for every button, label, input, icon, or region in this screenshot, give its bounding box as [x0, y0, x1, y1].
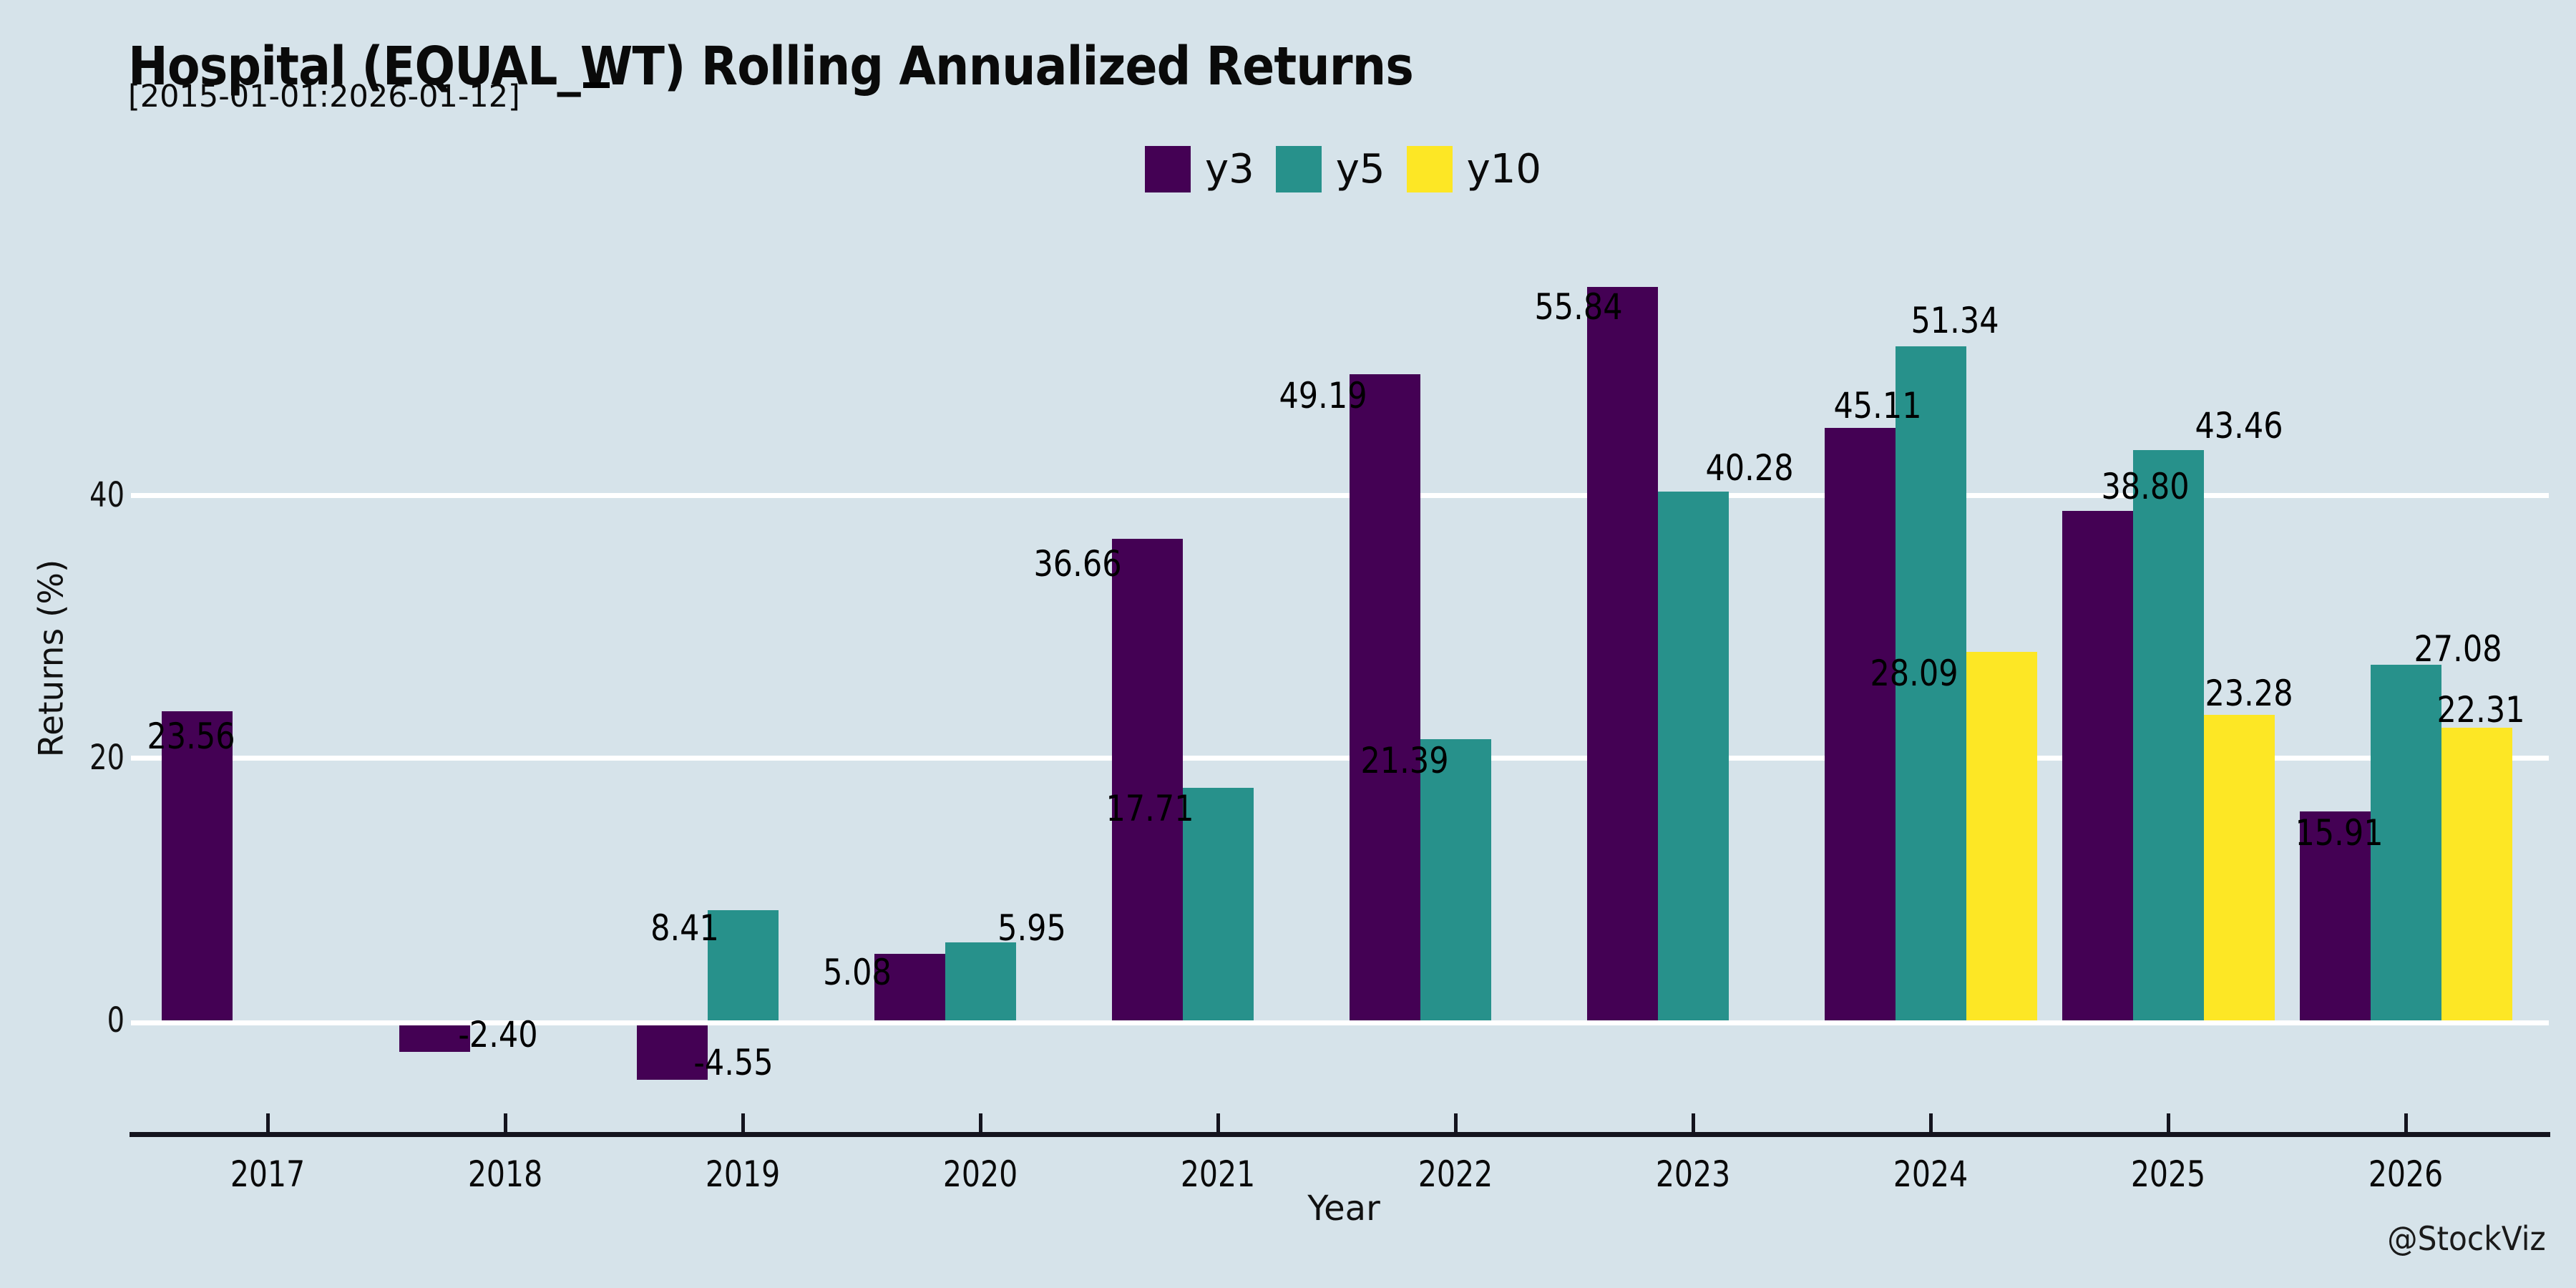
bar-value-label-2019-y3: -4.55: [693, 1042, 774, 1083]
legend-swatch-y10: [1406, 146, 1453, 192]
y-tick-label-0: 0: [107, 1000, 125, 1040]
bar-value-label-2020-y3: 5.08: [823, 952, 892, 993]
x-tick-label-2026: 2026: [2368, 1153, 2444, 1195]
bar-2017-y3: [161, 711, 233, 1020]
bar-value-label-2025-y5: 43.46: [2195, 405, 2283, 447]
bar-value-label-2024-y5: 51.34: [1911, 300, 1999, 341]
x-tick-2023: [1691, 1113, 1695, 1132]
bar-2023-y3: [1586, 287, 1658, 1020]
gridline-40: [131, 492, 2549, 498]
y-tick-label-40: 40: [89, 475, 125, 515]
legend: y3 y5 y10: [1145, 146, 1541, 192]
bar-2024-y3: [1824, 428, 1896, 1020]
x-tick-label-2019: 2019: [705, 1153, 781, 1195]
x-axis-title: Year: [1307, 1189, 1380, 1229]
x-tick-2020: [978, 1113, 982, 1132]
x-tick-label-2021: 2021: [1180, 1153, 1256, 1195]
x-tick-2019: [741, 1113, 745, 1132]
bar-2018-y3: [399, 1025, 470, 1053]
x-tick-label-2024: 2024: [1893, 1153, 1968, 1195]
x-tick-label-2017: 2017: [230, 1153, 306, 1195]
bar-value-label-2026-y5: 27.08: [2414, 628, 2502, 670]
y-tick-label-20: 20: [89, 738, 125, 778]
x-tick-label-2025: 2025: [2130, 1153, 2206, 1195]
bar-2019-y3: [636, 1025, 708, 1080]
legend-label-y10: y10: [1466, 145, 1541, 192]
bar-2020-y5: [945, 942, 1016, 1020]
watermark: @StockViz: [2387, 1219, 2546, 1258]
x-tick-2017: [265, 1113, 270, 1132]
x-tick-2025: [2166, 1113, 2170, 1132]
x-tick-2024: [1928, 1113, 1933, 1132]
bar-2025-y10: [2203, 714, 2275, 1020]
bar-2023-y5: [1657, 491, 1729, 1020]
x-axis-line: [130, 1132, 2550, 1137]
x-tick-label-2020: 2020: [942, 1153, 1018, 1195]
bar-value-label-2023-y3: 55.84: [1534, 286, 1623, 328]
bar-2019-y5: [707, 909, 779, 1020]
bar-value-label-2022-y5: 21.39: [1360, 740, 1449, 781]
bar-2021-y3: [1111, 539, 1183, 1020]
bar-2026-y10: [2441, 727, 2512, 1020]
bar-2021-y5: [1182, 788, 1254, 1020]
bar-2025-y3: [2062, 511, 2133, 1020]
bar-2025-y5: [2132, 449, 2204, 1020]
bar-value-label-2025-y3: 38.80: [2101, 466, 2190, 507]
bar-2024-y5: [1895, 346, 1966, 1020]
bar-2022-y5: [1420, 739, 1491, 1020]
bar-2022-y3: [1349, 374, 1420, 1020]
bar-value-label-2026-y3: 15.91: [2295, 812, 2384, 854]
bar-value-label-2021-y5: 17.71: [1106, 788, 1194, 829]
x-tick-label-2022: 2022: [1418, 1153, 1493, 1195]
x-tick-2022: [1453, 1113, 1458, 1132]
x-tick-2018: [503, 1113, 507, 1132]
legend-item-y5: y5: [1275, 145, 1385, 192]
gridline-20: [131, 755, 2549, 761]
bar-value-label-2021-y3: 36.66: [1033, 543, 1122, 585]
gridline-0: [131, 1020, 2549, 1025]
chart-subtitle: [2015-01-01:2026-01-12]: [128, 79, 520, 114]
bar-value-label-2023-y5: 40.28: [1705, 447, 1794, 489]
bar-value-label-2025-y10: 23.28: [2205, 673, 2293, 714]
bar-2024-y10: [1966, 651, 2037, 1020]
bar-value-label-2017-y3: 23.56: [147, 716, 235, 757]
bar-value-label-2019-y5: 8.41: [650, 907, 719, 949]
bar-2026-y5: [2370, 665, 2441, 1020]
bar-value-label-2018-y3: -2.40: [458, 1014, 538, 1055]
legend-swatch-y3: [1145, 146, 1191, 192]
legend-label-y3: y3: [1205, 145, 1254, 192]
bar-2020-y3: [874, 953, 945, 1020]
x-tick-label-2018: 2018: [467, 1153, 543, 1195]
subtitle-dash-mark: [583, 82, 610, 88]
bar-value-label-2024-y10: 28.09: [1870, 653, 1958, 694]
x-tick-2026: [2404, 1113, 2408, 1132]
x-tick-2021: [1216, 1113, 1220, 1132]
legend-item-y3: y3: [1145, 146, 1254, 192]
legend-swatch-y5: [1275, 146, 1322, 192]
bar-2026-y3: [2299, 811, 2371, 1020]
chart-title: Hospital (EQUAL_WT) Rolling Annualized R…: [128, 36, 1414, 97]
legend-label-y5: y5: [1335, 145, 1385, 192]
bar-value-label-2026-y10: 22.31: [2436, 689, 2525, 731]
y-axis-title: Returns (%): [31, 559, 72, 758]
x-tick-label-2023: 2023: [1655, 1153, 1731, 1195]
bar-value-label-2024-y3: 45.11: [1833, 385, 1922, 426]
bar-value-label-2022-y3: 49.19: [1279, 375, 1367, 416]
legend-item-y10: y10: [1406, 145, 1541, 192]
bar-value-label-2020-y5: 5.95: [997, 907, 1066, 949]
